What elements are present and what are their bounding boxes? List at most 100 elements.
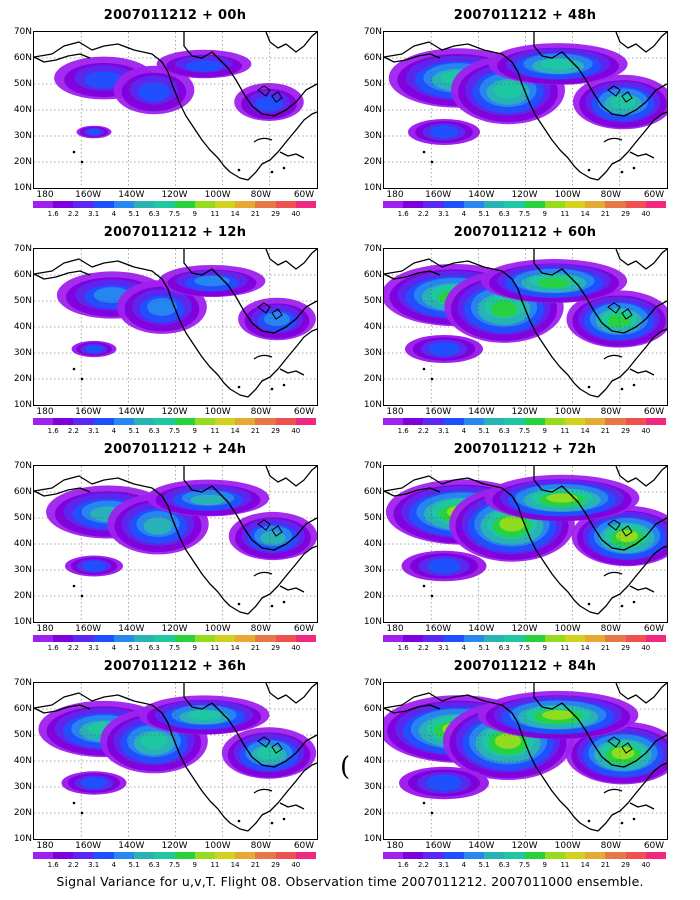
longitude-label: 140W [468, 841, 495, 851]
colorbar-label: 1.6 [397, 210, 409, 218]
colorbar-label: 11 [210, 210, 220, 218]
longitude-label: 80W [250, 841, 272, 851]
colorbar-swatch [235, 635, 256, 642]
colorbar-swatch [484, 635, 505, 642]
colorbar-swatch [524, 635, 545, 642]
colorbar-label: 7.5 [168, 427, 181, 435]
longitude-label: 80W [600, 407, 622, 417]
colorbar-label: 1.6 [47, 861, 59, 869]
longitude-label: 140W [118, 190, 145, 200]
colorbar-swatch [605, 635, 626, 642]
colorbar-swatch [113, 852, 135, 859]
colorbar-swatch [194, 635, 215, 642]
latitude-label: 20N [363, 591, 382, 601]
colorbar-label: 40 [291, 210, 301, 218]
latitude-label: 70N [363, 244, 382, 254]
colorbar-swatch [605, 418, 626, 425]
colorbar [33, 201, 317, 208]
colorbar-swatch [484, 418, 505, 425]
colorbar-swatch [174, 635, 195, 642]
latitude-label: 40N [363, 322, 382, 332]
colorbar-label: 2.2 [67, 644, 79, 652]
latitude-label: 40N [363, 105, 382, 115]
latitude-label: 50N [13, 730, 32, 740]
colorbar-label: 3.1 [88, 861, 100, 869]
colorbar-label: 4 [111, 210, 117, 218]
colorbar-swatch [93, 635, 114, 642]
map-frame [33, 465, 318, 623]
colorbar-swatch [134, 852, 155, 859]
colorbar-swatch [403, 635, 424, 642]
colorbar-label: 21 [250, 861, 260, 869]
colorbar-label: 7.5 [168, 861, 181, 869]
latitude-label: 20N [13, 374, 32, 384]
variance-map [384, 683, 667, 839]
latitude-label: 50N [13, 79, 32, 89]
colorbar-swatch [73, 418, 94, 425]
map-panel-5: 2007011212 + 72h 70N 60N 50N 40N 30N 20N 10N 1… [350, 434, 700, 652]
map-frame [383, 682, 668, 840]
panel-title: 2007011212 + 24h [103, 442, 247, 457]
latitude-label: 50N [363, 79, 382, 89]
colorbar-swatch [403, 201, 424, 208]
colorbar-label: 3.1 [88, 210, 100, 218]
latitude-label: 10N [13, 834, 32, 844]
colorbar-label: 1.6 [47, 210, 59, 218]
colorbar-swatch [484, 201, 505, 208]
colorbar-label: 21 [600, 427, 610, 435]
longitude-label: 160W [425, 407, 452, 417]
colorbar-label: 7.5 [168, 210, 181, 218]
colorbar-swatch [134, 201, 155, 208]
map-frame [383, 248, 668, 406]
colorbar-swatch [275, 635, 296, 642]
colorbar-label: 9 [542, 210, 547, 218]
colorbar-swatch [403, 418, 424, 425]
colorbar-swatch [645, 635, 667, 642]
colorbar-label: 2.2 [417, 427, 429, 435]
latitude-label: 40N [363, 539, 382, 549]
latitude-label: 20N [363, 808, 382, 818]
colorbar-label: 9 [542, 427, 547, 435]
longitude-label: 180 [36, 190, 54, 200]
colorbar-swatch [174, 852, 195, 859]
colorbar-label: 7.5 [168, 644, 181, 652]
colorbar-swatch [564, 852, 586, 859]
map-frame [33, 682, 318, 840]
colorbar [33, 852, 317, 859]
colorbar-label: 3.1 [88, 644, 100, 652]
longitude-label: 120W [511, 841, 538, 851]
colorbar-swatch [484, 852, 505, 859]
latitude-label: 60N [13, 270, 32, 280]
latitude-label: 70N [13, 678, 32, 688]
colorbar-label: 5.1 [128, 644, 140, 652]
latitude-label: 30N [13, 348, 32, 358]
colorbar-swatch [585, 201, 606, 208]
colorbar-label: 1.6 [47, 427, 59, 435]
colorbar-label: 4 [111, 861, 117, 869]
colorbar-label: 29 [621, 210, 631, 218]
panel-title: 2007011212 + 84h [453, 659, 597, 674]
colorbar [33, 635, 317, 642]
colorbar-swatch [625, 635, 646, 642]
colorbar-label: 3.1 [438, 861, 450, 869]
colorbar-label: 14 [580, 427, 590, 435]
colorbar-swatch [524, 852, 545, 859]
map-panel-7: 2007011212 + 84h 70N 60N 50N 40N 30N 20N 10N 1… [350, 651, 700, 869]
latitude-label: 60N [363, 270, 382, 280]
longitude-label: 60W [643, 407, 665, 417]
longitude-label: 100W [204, 624, 231, 634]
colorbar-swatch [214, 418, 236, 425]
colorbar-swatch [194, 201, 215, 208]
colorbar-label: 4 [111, 427, 117, 435]
latitude-label: 10N [363, 183, 382, 193]
latitude-label: 10N [13, 617, 32, 627]
colorbar-label: 4 [461, 210, 467, 218]
latitude-label: 10N [363, 834, 382, 844]
colorbar-swatch [93, 201, 114, 208]
variance-map [34, 683, 317, 839]
longitude-label: 140W [118, 624, 145, 634]
colorbar-swatch [605, 201, 626, 208]
colorbar-swatch [194, 418, 215, 425]
stray-parenthesis: ( [340, 752, 351, 782]
